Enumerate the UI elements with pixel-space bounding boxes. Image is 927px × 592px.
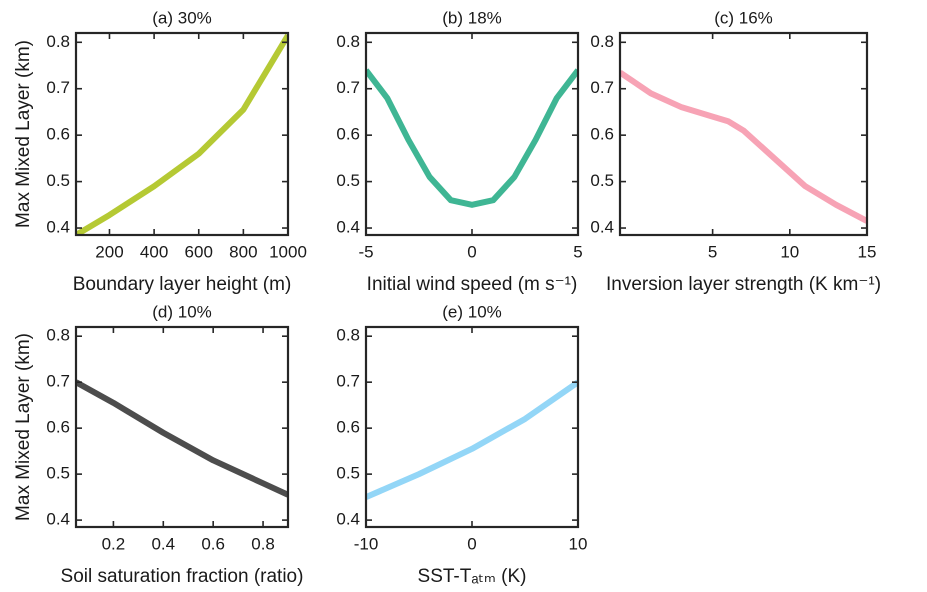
x-tick-label: 5 (573, 242, 582, 261)
axes-frame (364, 325, 580, 529)
y-tick-label: 0.4 (590, 218, 614, 237)
x-tick-label: 10 (569, 534, 588, 553)
x-axis-label: Soil saturation fraction (ratio) (61, 566, 304, 587)
x-tick-label: 10 (780, 242, 799, 261)
x-tick-label: 15 (858, 242, 877, 261)
y-tick-label: 0.6 (336, 125, 360, 144)
panel-title: (d) 10% (152, 302, 212, 321)
y-tick-label: 0.8 (336, 326, 360, 345)
data-line (620, 69, 867, 224)
x-tick-label: 200 (95, 242, 123, 261)
x-axis-label: SST-Tₐₜₘ (K) (418, 566, 527, 587)
y-axis-label: Max Mixed Layer (km) (13, 333, 34, 521)
panel-title: (e) 10% (442, 302, 502, 321)
x-tick-label: 0.6 (201, 534, 225, 553)
x-tick-label: -5 (358, 242, 373, 261)
x-axis-label: Inversion layer strength (K km⁻¹) (606, 274, 881, 295)
y-tick-label: 0.8 (336, 32, 360, 51)
y-tick-label: 0.5 (590, 171, 614, 190)
y-axis-label: Max Mixed Layer (km) (13, 40, 34, 228)
y-tick-label: 0.4 (336, 510, 360, 529)
y-tick-label: 0.5 (336, 464, 360, 483)
x-tick-label: 0.8 (251, 534, 275, 553)
x-tick-label: 600 (185, 242, 213, 261)
y-tick-label: 0.8 (46, 326, 70, 345)
y-tick-label: 0.6 (46, 418, 70, 437)
panel-title: (a) 30% (152, 8, 212, 27)
y-tick-label: 0.7 (336, 372, 360, 391)
y-tick-label: 0.8 (590, 32, 614, 51)
data-line (366, 379, 578, 500)
axes-frame (74, 325, 290, 529)
y-tick-label: 0.4 (336, 218, 360, 237)
x-tick-label: 0.4 (151, 534, 175, 553)
x-tick-label: 400 (140, 242, 168, 261)
x-tick-label: -10 (354, 534, 379, 553)
panel-title: (b) 18% (442, 8, 502, 27)
data-line (76, 33, 288, 235)
x-axis-label: Initial wind speed (m s⁻¹) (367, 274, 578, 295)
panel-title: (c) 16% (714, 8, 773, 27)
y-tick-label: 0.6 (336, 418, 360, 437)
y-tick-label: 0.5 (46, 464, 70, 483)
data-line (76, 379, 288, 498)
x-tick-label: 800 (229, 242, 257, 261)
y-tick-label: 0.5 (336, 171, 360, 190)
y-tick-label: 0.7 (46, 372, 70, 391)
y-tick-label: 0.7 (336, 78, 360, 97)
axes-frame (618, 31, 869, 237)
x-tick-label: 1000 (269, 242, 307, 261)
x-tick-label: 0.2 (102, 534, 126, 553)
data-line (366, 68, 578, 208)
y-tick-label: 0.4 (46, 218, 70, 237)
y-tick-label: 0.8 (46, 32, 70, 51)
y-tick-label: 0.7 (590, 78, 614, 97)
x-tick-label: 0 (467, 534, 476, 553)
y-tick-label: 0.7 (46, 78, 70, 97)
y-tick-label: 0.6 (590, 125, 614, 144)
y-tick-label: 0.5 (46, 171, 70, 190)
y-tick-label: 0.4 (46, 510, 70, 529)
x-tick-label: 5 (708, 242, 717, 261)
axes-frame (74, 31, 290, 237)
y-tick-label: 0.6 (46, 125, 70, 144)
x-tick-label: 0 (467, 242, 476, 261)
x-axis-label: Boundary layer height (m) (73, 274, 292, 295)
